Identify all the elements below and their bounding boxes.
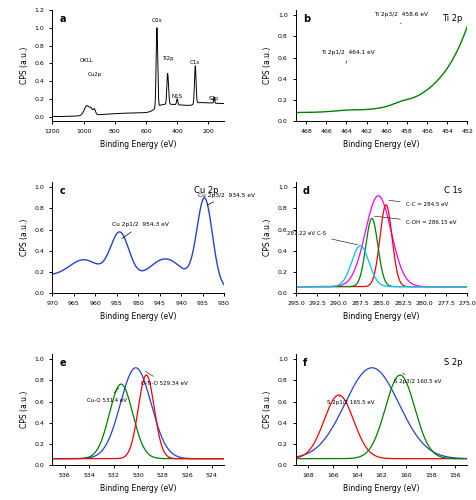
Text: C-OH = 286.15 eV: C-OH = 286.15 eV — [374, 216, 455, 226]
Text: a: a — [59, 14, 66, 24]
Text: O1s: O1s — [151, 18, 162, 24]
Text: S 2p3/2 160.5 eV: S 2p3/2 160.5 eV — [393, 374, 441, 384]
Text: C 1s: C 1s — [443, 186, 461, 196]
Text: b: b — [302, 14, 309, 24]
Text: OKLL: OKLL — [79, 58, 93, 64]
Text: N1S: N1S — [171, 94, 182, 99]
Text: e: e — [59, 358, 66, 368]
Text: Cu-O 531.4 eV: Cu-O 531.4 eV — [87, 388, 127, 402]
X-axis label: Binding Energy (eV): Binding Energy (eV) — [100, 484, 176, 493]
Text: f: f — [302, 358, 307, 368]
Text: Ti 2p1/2  464.1 eV: Ti 2p1/2 464.1 eV — [320, 50, 374, 64]
Y-axis label: CPS (a.u.): CPS (a.u.) — [20, 47, 29, 84]
Text: Cu2p: Cu2p — [87, 72, 101, 76]
Text: S 2p: S 2p — [443, 358, 461, 368]
Y-axis label: CPS (a.u.): CPS (a.u.) — [20, 391, 29, 428]
Text: C-C = 284.5 eV: C-C = 284.5 eV — [388, 200, 447, 207]
Y-axis label: CPS (a.u.): CPS (a.u.) — [20, 219, 29, 256]
Text: O-Ti-O 529.34 eV: O-Ti-O 529.34 eV — [140, 372, 187, 386]
Text: 287.22 eV C-S: 287.22 eV C-S — [286, 231, 357, 245]
X-axis label: Binding Energy (eV): Binding Energy (eV) — [100, 140, 176, 149]
Text: Cu 2p1/2  954.3 eV: Cu 2p1/2 954.3 eV — [112, 222, 169, 238]
X-axis label: Binding Energy (eV): Binding Energy (eV) — [343, 312, 419, 321]
Text: C1s: C1s — [190, 60, 200, 65]
Text: c: c — [59, 186, 65, 196]
Text: S2p: S2p — [208, 96, 219, 100]
X-axis label: Binding Energy (eV): Binding Energy (eV) — [100, 312, 176, 321]
Y-axis label: CPS (a.u.): CPS (a.u.) — [263, 219, 272, 256]
Text: d: d — [302, 186, 309, 196]
Text: Ti 2p3/2  458.6 eV: Ti 2p3/2 458.6 eV — [373, 12, 427, 24]
Text: Ti2p: Ti2p — [162, 56, 173, 62]
Text: Ti 2p: Ti 2p — [441, 14, 461, 24]
X-axis label: Binding Energy (eV): Binding Energy (eV) — [343, 484, 419, 493]
Text: Cu 2p3/2  934.5 eV: Cu 2p3/2 934.5 eV — [198, 193, 255, 205]
Y-axis label: CPS (a.u.): CPS (a.u.) — [263, 47, 272, 84]
Y-axis label: CPS (a.u.): CPS (a.u.) — [263, 391, 272, 428]
Text: S 2p1/2 165.5 eV: S 2p1/2 165.5 eV — [326, 396, 373, 404]
Text: Cu 2p: Cu 2p — [194, 186, 218, 196]
X-axis label: Binding Energy (eV): Binding Energy (eV) — [343, 140, 419, 149]
